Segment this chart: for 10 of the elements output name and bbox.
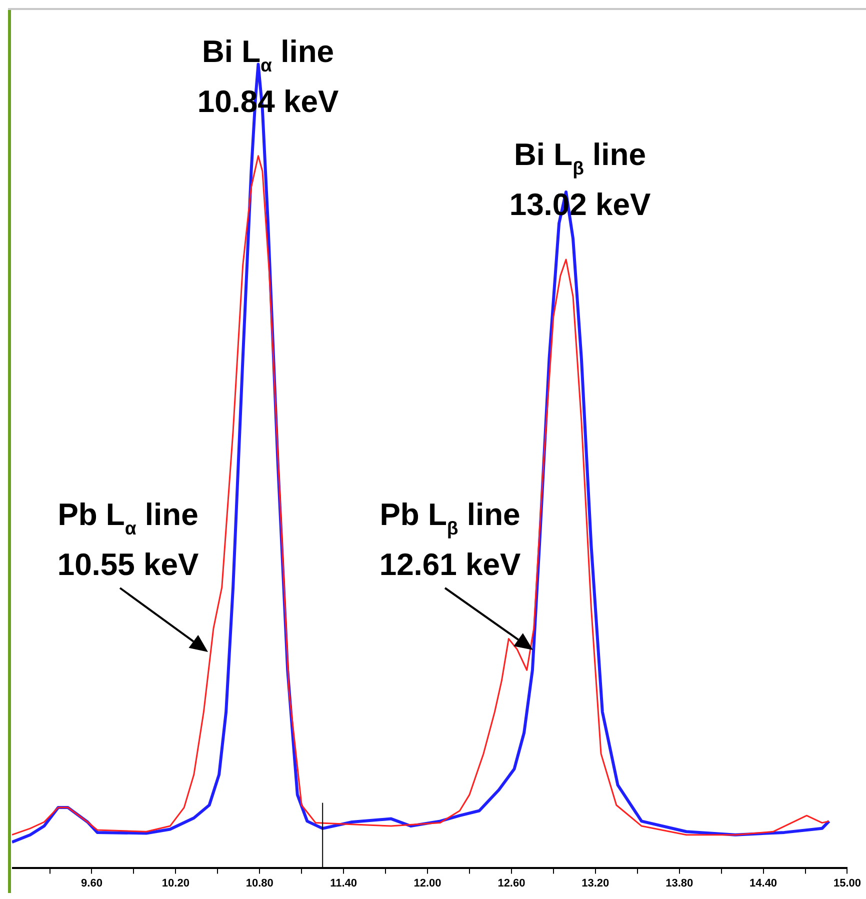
x-tick-label: 11.40 bbox=[330, 877, 358, 890]
x-tick-label: 13.80 bbox=[666, 877, 694, 890]
x-tick-label: 14.40 bbox=[750, 877, 778, 890]
x-tick-label: 13.20 bbox=[582, 877, 610, 890]
x-tick-label: 15.00 bbox=[833, 877, 861, 890]
x-tick-label: 12.00 bbox=[414, 877, 442, 890]
x-tick-label: 10.20 bbox=[162, 877, 190, 890]
x-tick-label: 9.60 bbox=[81, 877, 102, 890]
x-tick-label: 10.80 bbox=[246, 877, 274, 890]
x-tick-label: 12.60 bbox=[498, 877, 526, 890]
